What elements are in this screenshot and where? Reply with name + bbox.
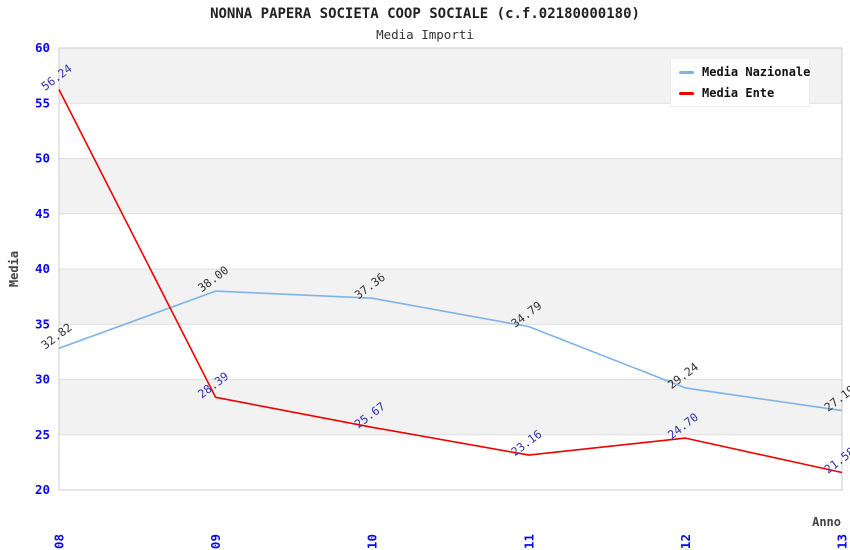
media-ente-line-swatch [679,91,694,95]
y-tick-label: 60 [35,40,50,55]
y-tick-label: 40 [35,261,50,276]
legend-label-media-nazionale: Media Nazionale [702,65,811,79]
y-tick-label: 50 [35,151,50,166]
plot-band [59,434,842,490]
legend-label-media-ente: Media Ente [702,86,775,100]
chart-title: NONNA PAPERA SOCIETA COOP SOCIALE (c.f.0… [210,6,640,22]
y-tick-label: 55 [35,95,50,110]
plot-band [59,158,842,214]
y-tick-label: 30 [35,372,50,387]
x-tick-label: 2008 [52,534,67,550]
plot-band [59,103,842,159]
media-nazionale-line-swatch [679,70,694,74]
x-tick-label: 2013 [835,534,850,550]
x-tick-label: 2010 [365,534,380,550]
y-axis-title: Media [7,250,21,288]
plot-border [58,47,843,491]
legend: Media Nazionale Media Ente [670,58,810,107]
series-line-media-nazionale [58,290,843,412]
plot-band [59,269,842,325]
legend-item-media-nazionale: Media Nazionale [679,65,810,79]
series-line-media-ente [58,89,843,474]
y-tick-label: 45 [35,206,50,221]
legend-item-media-ente: Media Ente [679,86,801,100]
chart-subtitle: Media Importi [376,27,474,42]
y-tick-label: 35 [35,316,50,331]
plot-band [59,324,842,380]
x-tick-label: 2011 [521,534,536,550]
plot-band [59,213,842,269]
x-tick-label: 2009 [208,534,223,550]
x-tick-label: 2012 [678,534,693,550]
plot-band [59,379,842,435]
y-tick-label: 25 [35,427,50,442]
x-axis-title: Anno [812,515,841,529]
y-tick-label: 20 [35,482,50,497]
